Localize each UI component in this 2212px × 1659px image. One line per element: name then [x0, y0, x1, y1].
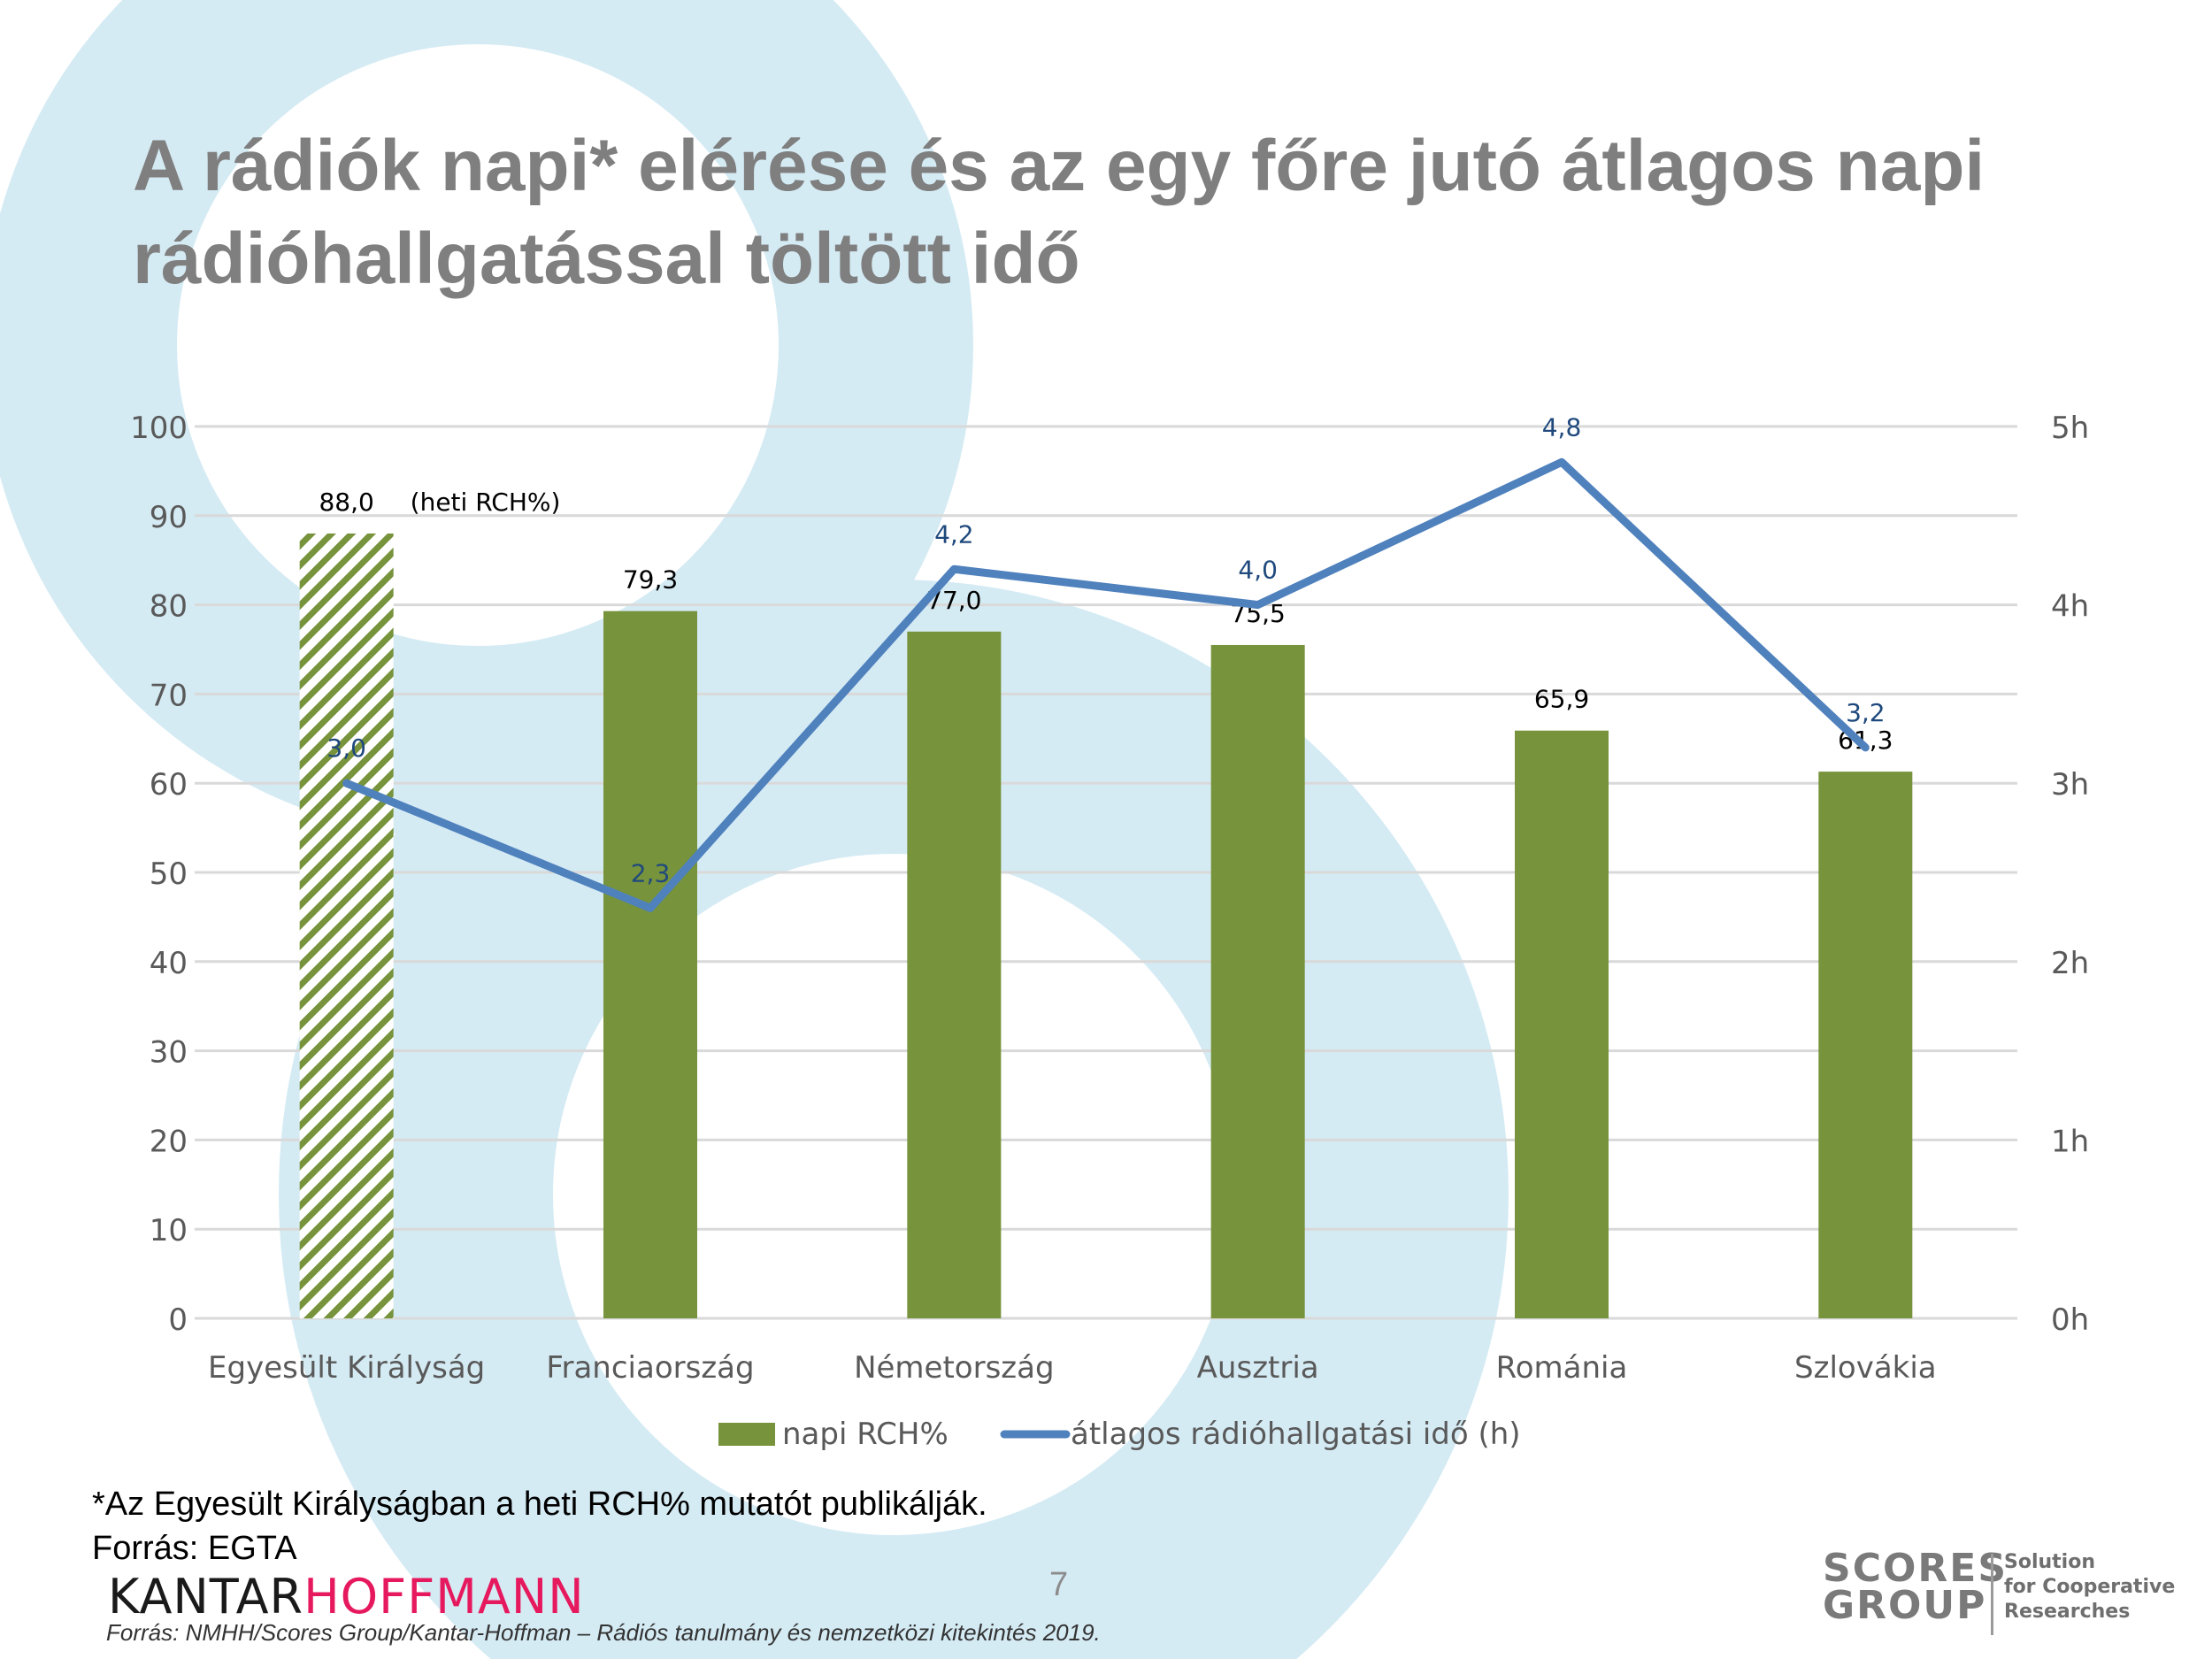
- legend: napi RCH% átlagos rádióhallgatási idő (h): [718, 1417, 1521, 1452]
- y-left-tick-label: 20: [150, 1124, 188, 1159]
- bar-data-label: 79,3: [623, 565, 678, 595]
- scores-tag-line1: Solution: [2004, 1551, 2095, 1573]
- line-point: [649, 907, 651, 910]
- y-right-tick-label: 2h: [2051, 946, 2089, 981]
- legend-label-line: átlagos rádióhallgatási idő (h): [1071, 1417, 1521, 1452]
- x-tick-label: Szlovákia: [1794, 1350, 1937, 1386]
- y-left-tick-label: 80: [150, 589, 188, 625]
- scores-tag-line2: for Cooperative: [2004, 1576, 2176, 1598]
- y-right-tick-label: 1h: [2051, 1124, 2089, 1159]
- y-left-tick-label: 100: [130, 411, 188, 446]
- line-point: [1864, 746, 1867, 749]
- scores-logo-line1: SCORES: [1823, 1546, 2008, 1591]
- y-left-tick-label: 70: [150, 678, 188, 713]
- y-right-tick-label: 0h: [2051, 1302, 2089, 1338]
- y-right-tick-label: 5h: [2051, 411, 2089, 446]
- y-left-tick-label: 0: [168, 1302, 188, 1338]
- line-data-label: 2,3: [631, 858, 671, 887]
- y-left-tick-label: 40: [150, 946, 188, 981]
- x-tick-label: Németország: [854, 1350, 1054, 1386]
- x-axis-labels: Egyesült Királyság Franciaország Németorsz…: [208, 1350, 1937, 1386]
- kantar-logo-part1: KANTAR: [108, 1569, 304, 1624]
- line-data-label: 4,8: [1542, 412, 1582, 442]
- scores-logo-wordmark: SCORES GROUP: [1823, 1546, 2008, 1628]
- background-circle-bottom: [279, 580, 1509, 1659]
- line-data-label: 4,0: [1238, 556, 1278, 585]
- bar-data-label: 65,9: [1534, 685, 1589, 714]
- page-number: 7: [1049, 1566, 1069, 1603]
- bar: [299, 533, 394, 1318]
- line-data-label: 3,2: [1846, 698, 1886, 727]
- y-axis-right: 0h 1h 2h 3h 4h 5h: [2051, 411, 2089, 1338]
- bar-data-label: 88,0: [319, 488, 373, 517]
- bar: [907, 631, 1002, 1318]
- scores-logo-divider: [1991, 1554, 1993, 1635]
- bar: [1210, 644, 1305, 1318]
- bar: [1818, 772, 1913, 1318]
- bar: [603, 611, 697, 1318]
- bar-annotation: (heti RCH%): [411, 488, 561, 517]
- source-citation: Forrás: NMHH/Scores Group/Kantar-Hoffman…: [106, 1619, 1101, 1646]
- footnote-line-1: *Az Egyesült Királyságban a heti RCH% mu…: [92, 1486, 987, 1523]
- scores-logo-line2: GROUP: [1823, 1583, 1987, 1628]
- y-right-tick-label: 4h: [2051, 589, 2089, 625]
- legend-label-bar: napi RCH%: [782, 1417, 949, 1452]
- title-line-1: A rádiók napi* elérése és az egy főre ju…: [133, 126, 1985, 206]
- y-left-tick-label: 60: [150, 767, 188, 803]
- x-tick-label: Románia: [1496, 1350, 1628, 1386]
- scores-logo-tagline: Solution for Cooperative Researches: [2004, 1550, 2175, 1624]
- footnote-source: Forrás: EGTA: [92, 1530, 297, 1567]
- bar-series: 88,079,377,0 75,565,961,3(heti RCH%): [299, 488, 1913, 1318]
- kantar-hoffmann-logo: KANTARHOFFMANN: [108, 1571, 585, 1624]
- kantar-logo-part2: HOFFMANN: [303, 1569, 585, 1624]
- series-line: [342, 457, 1870, 912]
- y-left-tick-label: 10: [150, 1213, 188, 1248]
- footnote: *Az Egyesült Királyságban a heti RCH% mu…: [92, 1482, 987, 1571]
- line-data-label: 4,2: [934, 519, 974, 549]
- line-point: [1256, 603, 1259, 606]
- bar: [1515, 730, 1609, 1318]
- gridlines: [195, 425, 2017, 1320]
- y-right-tick-label: 3h: [2051, 767, 2089, 803]
- title-line-2: rádióhallgatással töltött idő: [133, 219, 1080, 299]
- legend-swatch-bar: [718, 1423, 775, 1446]
- scores-tag-line3: Researches: [2004, 1601, 2131, 1623]
- line-point: [1561, 461, 1563, 464]
- y-axis-left: 0 10 20 30 40 50 60 70 80 90 100: [130, 411, 188, 1338]
- x-tick-label: Franciaország: [546, 1350, 754, 1386]
- line-data-label: 3,0: [326, 733, 366, 763]
- x-tick-label: Ausztria: [1197, 1350, 1319, 1386]
- y-left-tick-label: 30: [150, 1035, 188, 1071]
- scores-group-logo: SCORES GROUP Solution for Cooperative Re…: [1823, 1546, 2177, 1639]
- y-left-tick-label: 90: [150, 500, 188, 535]
- x-tick-label: Egyesült Királyság: [208, 1350, 485, 1386]
- line-point: [345, 782, 348, 785]
- y-left-tick-label: 50: [150, 856, 188, 892]
- line-point: [953, 568, 956, 571]
- line-series: 3,0 2,3 4,2 4,0 4,8 3,2: [326, 412, 1886, 912]
- page-title: A rádiók napi* elérése és az egy főre ju…: [133, 119, 2168, 305]
